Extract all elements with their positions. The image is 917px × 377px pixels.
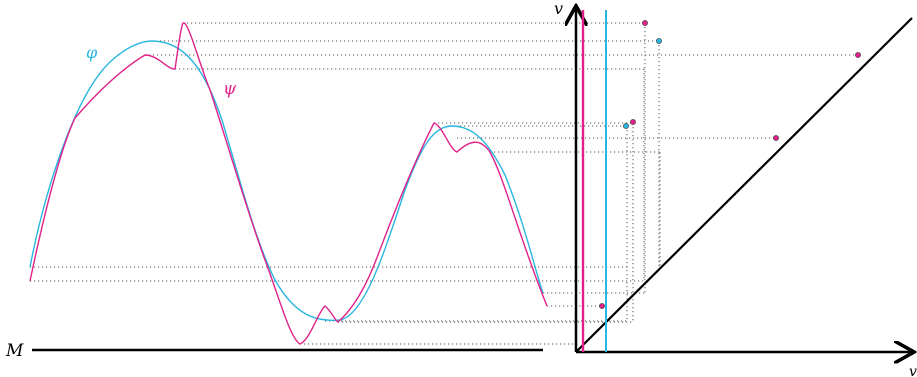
- phi-label: φ: [86, 43, 98, 62]
- psi-label: ψ: [223, 79, 237, 99]
- horizontal-axis-label: v: [909, 364, 917, 377]
- psi-point: [599, 303, 605, 309]
- psi-point: [855, 52, 861, 58]
- dotted-guides: [30, 22, 858, 345]
- phi-point: [623, 123, 629, 129]
- psi-point: [630, 119, 636, 125]
- phi-point: [656, 38, 662, 44]
- psi-point: [642, 20, 648, 26]
- psi-curve: [29, 22, 548, 345]
- phi-curve: [29, 40, 544, 322]
- psi-point: [773, 135, 779, 141]
- diagonal-line: [575, 17, 913, 353]
- base-space-label: M: [5, 341, 24, 361]
- vertical-axis-label: v: [554, 0, 563, 18]
- persistence-points: [599, 20, 861, 309]
